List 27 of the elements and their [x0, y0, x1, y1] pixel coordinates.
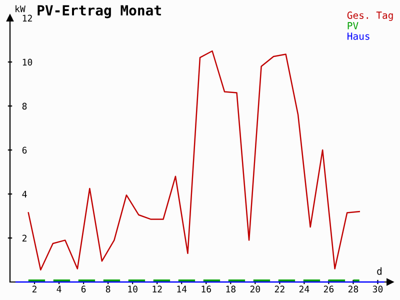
text: Haus [348, 32, 370, 40]
x-tick-label: 30 [372, 286, 383, 293]
x-tick-label: 12 [152, 286, 162, 292]
x-tick-label: 22 [274, 286, 284, 292]
y-tick-label: 10 [22, 58, 32, 66]
x-tick-label: 2 [32, 286, 36, 292]
x-tick-label: 26 [324, 286, 334, 293]
x-tick-label: 28 [348, 286, 358, 293]
x-tick-label: 24 [299, 286, 310, 292]
y-tick-label: 2 [22, 234, 26, 242]
x-tick-label: 14 [177, 286, 187, 292]
x-tick-label: 6 [81, 286, 86, 293]
chart-title: PV-Ertrag Monat [38, 5, 161, 18]
x-tick-label: 20 [250, 286, 260, 293]
y-axis-title: kW [16, 5, 26, 12]
x-tick-label: 10 [128, 286, 138, 293]
text: PV [348, 22, 358, 30]
x-tick-label: 18 [226, 286, 236, 293]
text: Ges. Tag [347, 12, 393, 21]
x-tick-label: 4 [56, 286, 62, 292]
y-tick-label: 8 [22, 102, 27, 110]
x-tick-label: 16 [202, 286, 211, 293]
y-tick-label: 12 [22, 14, 32, 22]
x-tick-label: 8 [106, 286, 110, 293]
y-tick-label: 4 [22, 190, 27, 198]
x-axis-title: d [377, 267, 382, 275]
y-tick-label: 6 [22, 146, 27, 154]
